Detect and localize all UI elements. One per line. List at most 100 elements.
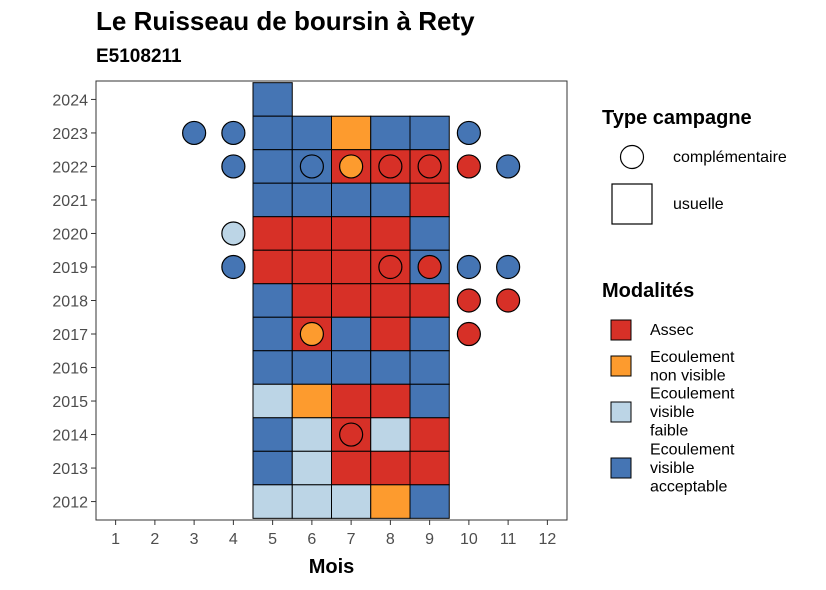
- tile-2018-8: [370, 283, 411, 318]
- legend-type-label-0: complémentaire: [673, 149, 787, 166]
- usuelle-tiles: [252, 82, 450, 519]
- legend-modalite-label-2: Ecoulement visible faible: [650, 386, 735, 440]
- tile-2016-5: [252, 350, 293, 385]
- point-2020-4: [221, 221, 246, 246]
- tile-2017-8: [370, 316, 411, 352]
- tile-2014-8: [370, 417, 411, 452]
- tile-2015-7: [331, 383, 372, 419]
- tile-2012-7: [331, 484, 372, 519]
- point-2018-10: [456, 288, 481, 313]
- tile-2013-9: [409, 450, 450, 486]
- y-tick-label-2016: 2016: [52, 361, 88, 378]
- y-tick-label-2021: 2021: [52, 193, 88, 210]
- tile-2016-7: [331, 350, 372, 385]
- point-2023-10: [456, 120, 481, 146]
- x-axis-title: Mois: [309, 556, 355, 578]
- tile-2018-5: [252, 283, 293, 318]
- y-tick-label-2015: 2015: [52, 394, 88, 411]
- tile-2023-9: [409, 115, 450, 151]
- point-2014-7: [339, 422, 364, 447]
- point-2022-8: [378, 154, 403, 179]
- point-2019-11: [496, 254, 521, 280]
- chart-title: Le Ruisseau de boursin à Rety: [96, 6, 475, 36]
- tile-2016-9: [409, 350, 450, 385]
- point-2019-10: [456, 254, 481, 280]
- tile-2018-7: [331, 283, 372, 318]
- tile-2021-7: [331, 182, 372, 218]
- point-2018-11: [496, 288, 521, 313]
- y-tick-label-2019: 2019: [52, 260, 88, 277]
- x-tick-label-4: 4: [229, 531, 238, 548]
- point-2023-4: [221, 120, 246, 146]
- tile-2014-9: [409, 417, 450, 452]
- tile-2016-6: [291, 350, 332, 385]
- tile-2020-5: [252, 216, 293, 251]
- tile-2017-5: [252, 316, 293, 352]
- point-2022-6: [299, 154, 324, 179]
- tile-2020-6: [291, 216, 332, 251]
- legend-type-campagne: Type campagne complémentaire usuelle: [602, 107, 787, 225]
- tile-2024-5: [252, 82, 293, 117]
- y-tick-label-2022: 2022: [52, 159, 88, 176]
- legend-modalite-label-3: Ecoulement visible acceptable: [650, 442, 735, 496]
- point-2017-6: [299, 321, 324, 347]
- tile-2012-6: [291, 484, 332, 519]
- x-tick-label-3: 3: [190, 531, 199, 548]
- legend-type-label-1: usuelle: [673, 196, 724, 213]
- point-2019-9: [417, 254, 442, 280]
- point-2023-3: [182, 120, 207, 146]
- y-axis: 2012 2013 2014 2015 2016 2017 2018 2019 2020 2021…: [52, 92, 96, 512]
- tile-2023-8: [370, 115, 411, 151]
- y-tick-label-2024: 2024: [52, 92, 88, 109]
- tile-2014-6: [291, 417, 332, 452]
- tile-2023-6: [291, 115, 332, 151]
- tile-2021-9: [409, 182, 450, 218]
- legend-modalite-label-0: Assec: [650, 322, 694, 339]
- y-tick-label-2012: 2012: [52, 495, 88, 512]
- tile-2012-5: [252, 484, 293, 519]
- tile-2019-6: [291, 249, 332, 285]
- tile-2018-6: [291, 283, 332, 318]
- tile-2012-8: [370, 484, 411, 519]
- tile-2015-8: [370, 383, 411, 419]
- tile-2021-8: [370, 182, 411, 218]
- x-tick-label-11: 11: [500, 531, 517, 548]
- legend-swatch-1: [610, 355, 632, 377]
- x-tick-label-9: 9: [425, 531, 434, 548]
- point-2022-7: [339, 154, 364, 179]
- tile-2015-9: [409, 383, 450, 419]
- tile-2021-6: [291, 182, 332, 218]
- tile-2020-9: [409, 216, 450, 251]
- point-2022-4: [221, 154, 246, 179]
- point-2022-9: [417, 154, 442, 179]
- legend-square-key: [611, 183, 653, 225]
- y-tick-label-2013: 2013: [52, 461, 88, 478]
- point-2019-8: [378, 254, 403, 280]
- tile-2013-8: [370, 450, 411, 486]
- tile-2012-9: [409, 484, 450, 519]
- point-2022-11: [496, 154, 521, 179]
- tile-2023-5: [252, 115, 293, 151]
- x-tick-label-8: 8: [386, 531, 395, 548]
- legend-circle-key: [619, 144, 645, 170]
- x-axis: 1 2 3 4 5 6 7 8 9 10 11 12: [111, 520, 556, 548]
- y-tick-label-2014: 2014: [52, 428, 88, 445]
- x-tick-label-1: 1: [111, 531, 120, 548]
- tile-2016-8: [370, 350, 411, 385]
- tile-2019-5: [252, 249, 293, 285]
- x-tick-label-10: 10: [460, 531, 478, 548]
- tile-2017-9: [409, 316, 450, 352]
- x-tick-label-5: 5: [268, 531, 277, 548]
- legend-modalite-label-1: Ecoulement non visible: [650, 349, 735, 385]
- legend-swatch-3: [610, 457, 632, 479]
- complementaire-points: [182, 120, 521, 447]
- x-tick-label-2: 2: [150, 531, 159, 548]
- chart-subtitle: E5108211: [96, 46, 182, 67]
- x-tick-label-12: 12: [538, 531, 556, 548]
- x-tick-label-7: 7: [347, 531, 356, 548]
- tile-2020-8: [370, 216, 411, 251]
- point-2019-4: [221, 254, 246, 280]
- x-tick-label-6: 6: [307, 531, 316, 548]
- y-tick-label-2017: 2017: [52, 327, 88, 344]
